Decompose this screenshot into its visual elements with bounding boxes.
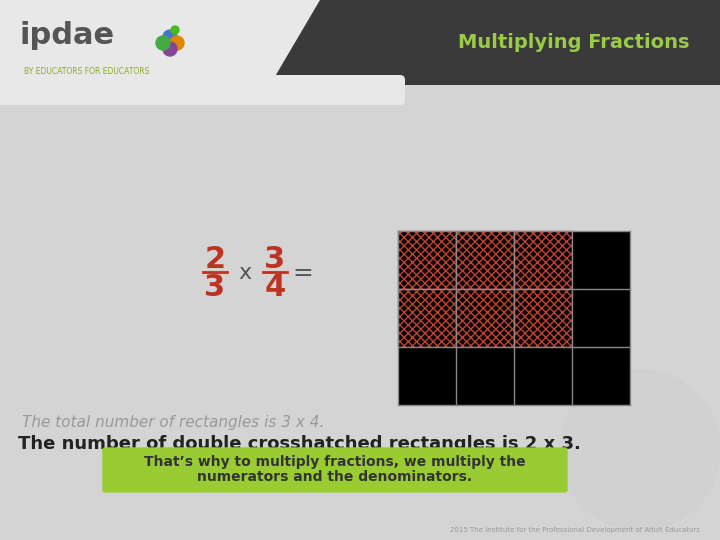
Polygon shape (270, 0, 720, 85)
FancyBboxPatch shape (103, 448, 567, 492)
FancyBboxPatch shape (0, 0, 310, 85)
Text: BY EDUCATORS FOR EDUCATORS: BY EDUCATORS FOR EDUCATORS (24, 66, 149, 76)
Bar (456, 289, 514, 347)
Text: 2: 2 (204, 245, 225, 273)
Text: That’s why to multiply fractions, we multiply the: That’s why to multiply fractions, we mul… (144, 455, 526, 469)
Text: 2015 The Institute for the Professional Development of Adult Educators: 2015 The Institute for the Professional … (450, 527, 700, 533)
FancyBboxPatch shape (0, 75, 405, 105)
Circle shape (171, 26, 179, 34)
Circle shape (170, 36, 184, 50)
Text: x: x (238, 263, 251, 283)
Text: 3: 3 (264, 245, 286, 273)
Text: The number of double crosshatched rectangles is 2 x 3.: The number of double crosshatched rectan… (18, 435, 581, 453)
Bar (398, 289, 456, 347)
Bar (456, 231, 514, 289)
Text: ipdae: ipdae (20, 22, 115, 51)
Text: =: = (292, 261, 313, 285)
Text: The total number of rectangles is 3 x 4.: The total number of rectangles is 3 x 4. (22, 415, 325, 429)
Circle shape (163, 42, 177, 56)
Bar (398, 231, 630, 405)
Polygon shape (270, 0, 320, 85)
Text: Multiplying Fractions: Multiplying Fractions (459, 33, 690, 52)
Bar (514, 231, 572, 289)
Text: 3: 3 (204, 273, 225, 301)
Circle shape (560, 370, 720, 530)
Text: numerators and the denominators.: numerators and the denominators. (197, 470, 472, 484)
Bar (514, 289, 572, 347)
Circle shape (156, 36, 170, 50)
Text: 4: 4 (264, 273, 286, 301)
Bar (270, 0, 720, 85)
Bar (398, 231, 456, 289)
Circle shape (163, 30, 177, 44)
